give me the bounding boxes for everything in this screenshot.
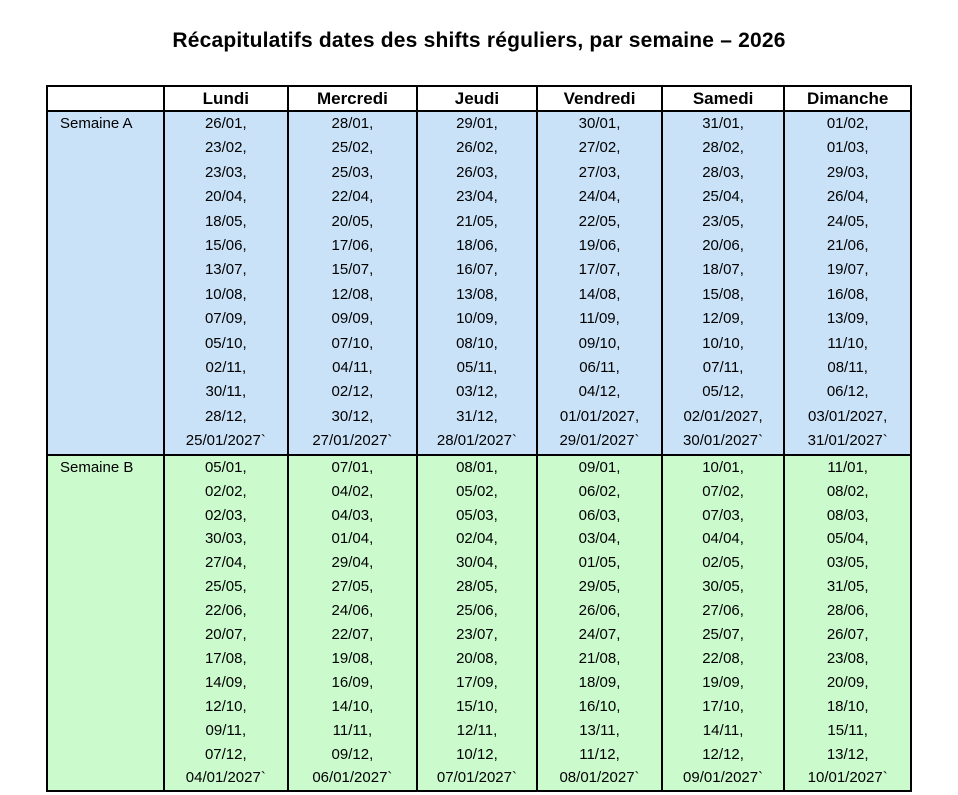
header-vendredi: Vendredi bbox=[536, 85, 663, 112]
header-dimanche: Dimanche bbox=[783, 85, 912, 112]
cell-semaine-a-mercredi: 28/01, 25/02, 25/03, 22/04, 20/05, 17/06… bbox=[287, 110, 418, 456]
cell-semaine-b-samedi: 10/01, 07/02, 07/03, 04/04, 02/05, 30/05… bbox=[660, 453, 786, 793]
row-label-semaine-a: Semaine A bbox=[46, 110, 165, 456]
row-semaine-b: Semaine B 05/01, 02/02, 02/03, 30/03, 27… bbox=[46, 453, 912, 793]
page-title: Récapitulatifs dates des shifts régulier… bbox=[172, 29, 786, 52]
cell-semaine-a-samedi: 31/01, 28/02, 28/03, 25/04, 23/05, 20/06… bbox=[660, 110, 786, 456]
cell-semaine-a-vendredi: 30/01, 27/02, 27/03, 24/04, 22/05, 19/06… bbox=[536, 110, 663, 456]
header-mercredi: Mercredi bbox=[287, 85, 418, 112]
corner-header-cell bbox=[46, 85, 165, 112]
cell-semaine-a-lundi: 26/01, 23/02, 23/03, 20/04, 18/05, 15/06… bbox=[162, 110, 290, 456]
header-jeudi: Jeudi bbox=[415, 85, 539, 112]
cell-semaine-b-jeudi: 08/01, 05/02, 05/03, 02/04, 30/04, 28/05… bbox=[415, 453, 539, 793]
cell-semaine-a-dimanche: 01/02, 01/03, 29/03, 26/04, 24/05, 21/06… bbox=[783, 110, 912, 456]
header-lundi: Lundi bbox=[162, 85, 290, 112]
row-semaine-a: Semaine A 26/01, 23/02, 23/03, 20/04, 18… bbox=[46, 110, 912, 456]
cell-semaine-b-dimanche: 11/01, 08/02, 08/03, 05/04, 03/05, 31/05… bbox=[783, 453, 912, 793]
cell-semaine-b-vendredi: 09/01, 06/02, 06/03, 03/04, 01/05, 29/05… bbox=[536, 453, 663, 793]
cell-semaine-b-lundi: 05/01, 02/02, 02/03, 30/03, 27/04, 25/05… bbox=[162, 453, 290, 793]
header-row: Lundi Mercredi Jeudi Vendredi Samedi Dim… bbox=[46, 85, 912, 112]
row-label-semaine-b: Semaine B bbox=[46, 453, 165, 793]
header-samedi: Samedi bbox=[660, 85, 786, 112]
cell-semaine-a-jeudi: 29/01, 26/02, 26/03, 23/04, 21/05, 18/06… bbox=[415, 110, 539, 456]
cell-semaine-b-mercredi: 07/01, 04/02, 04/03, 01/04, 29/04, 27/05… bbox=[287, 453, 418, 793]
shift-schedule-table: Lundi Mercredi Jeudi Vendredi Samedi Dim… bbox=[46, 85, 912, 793]
